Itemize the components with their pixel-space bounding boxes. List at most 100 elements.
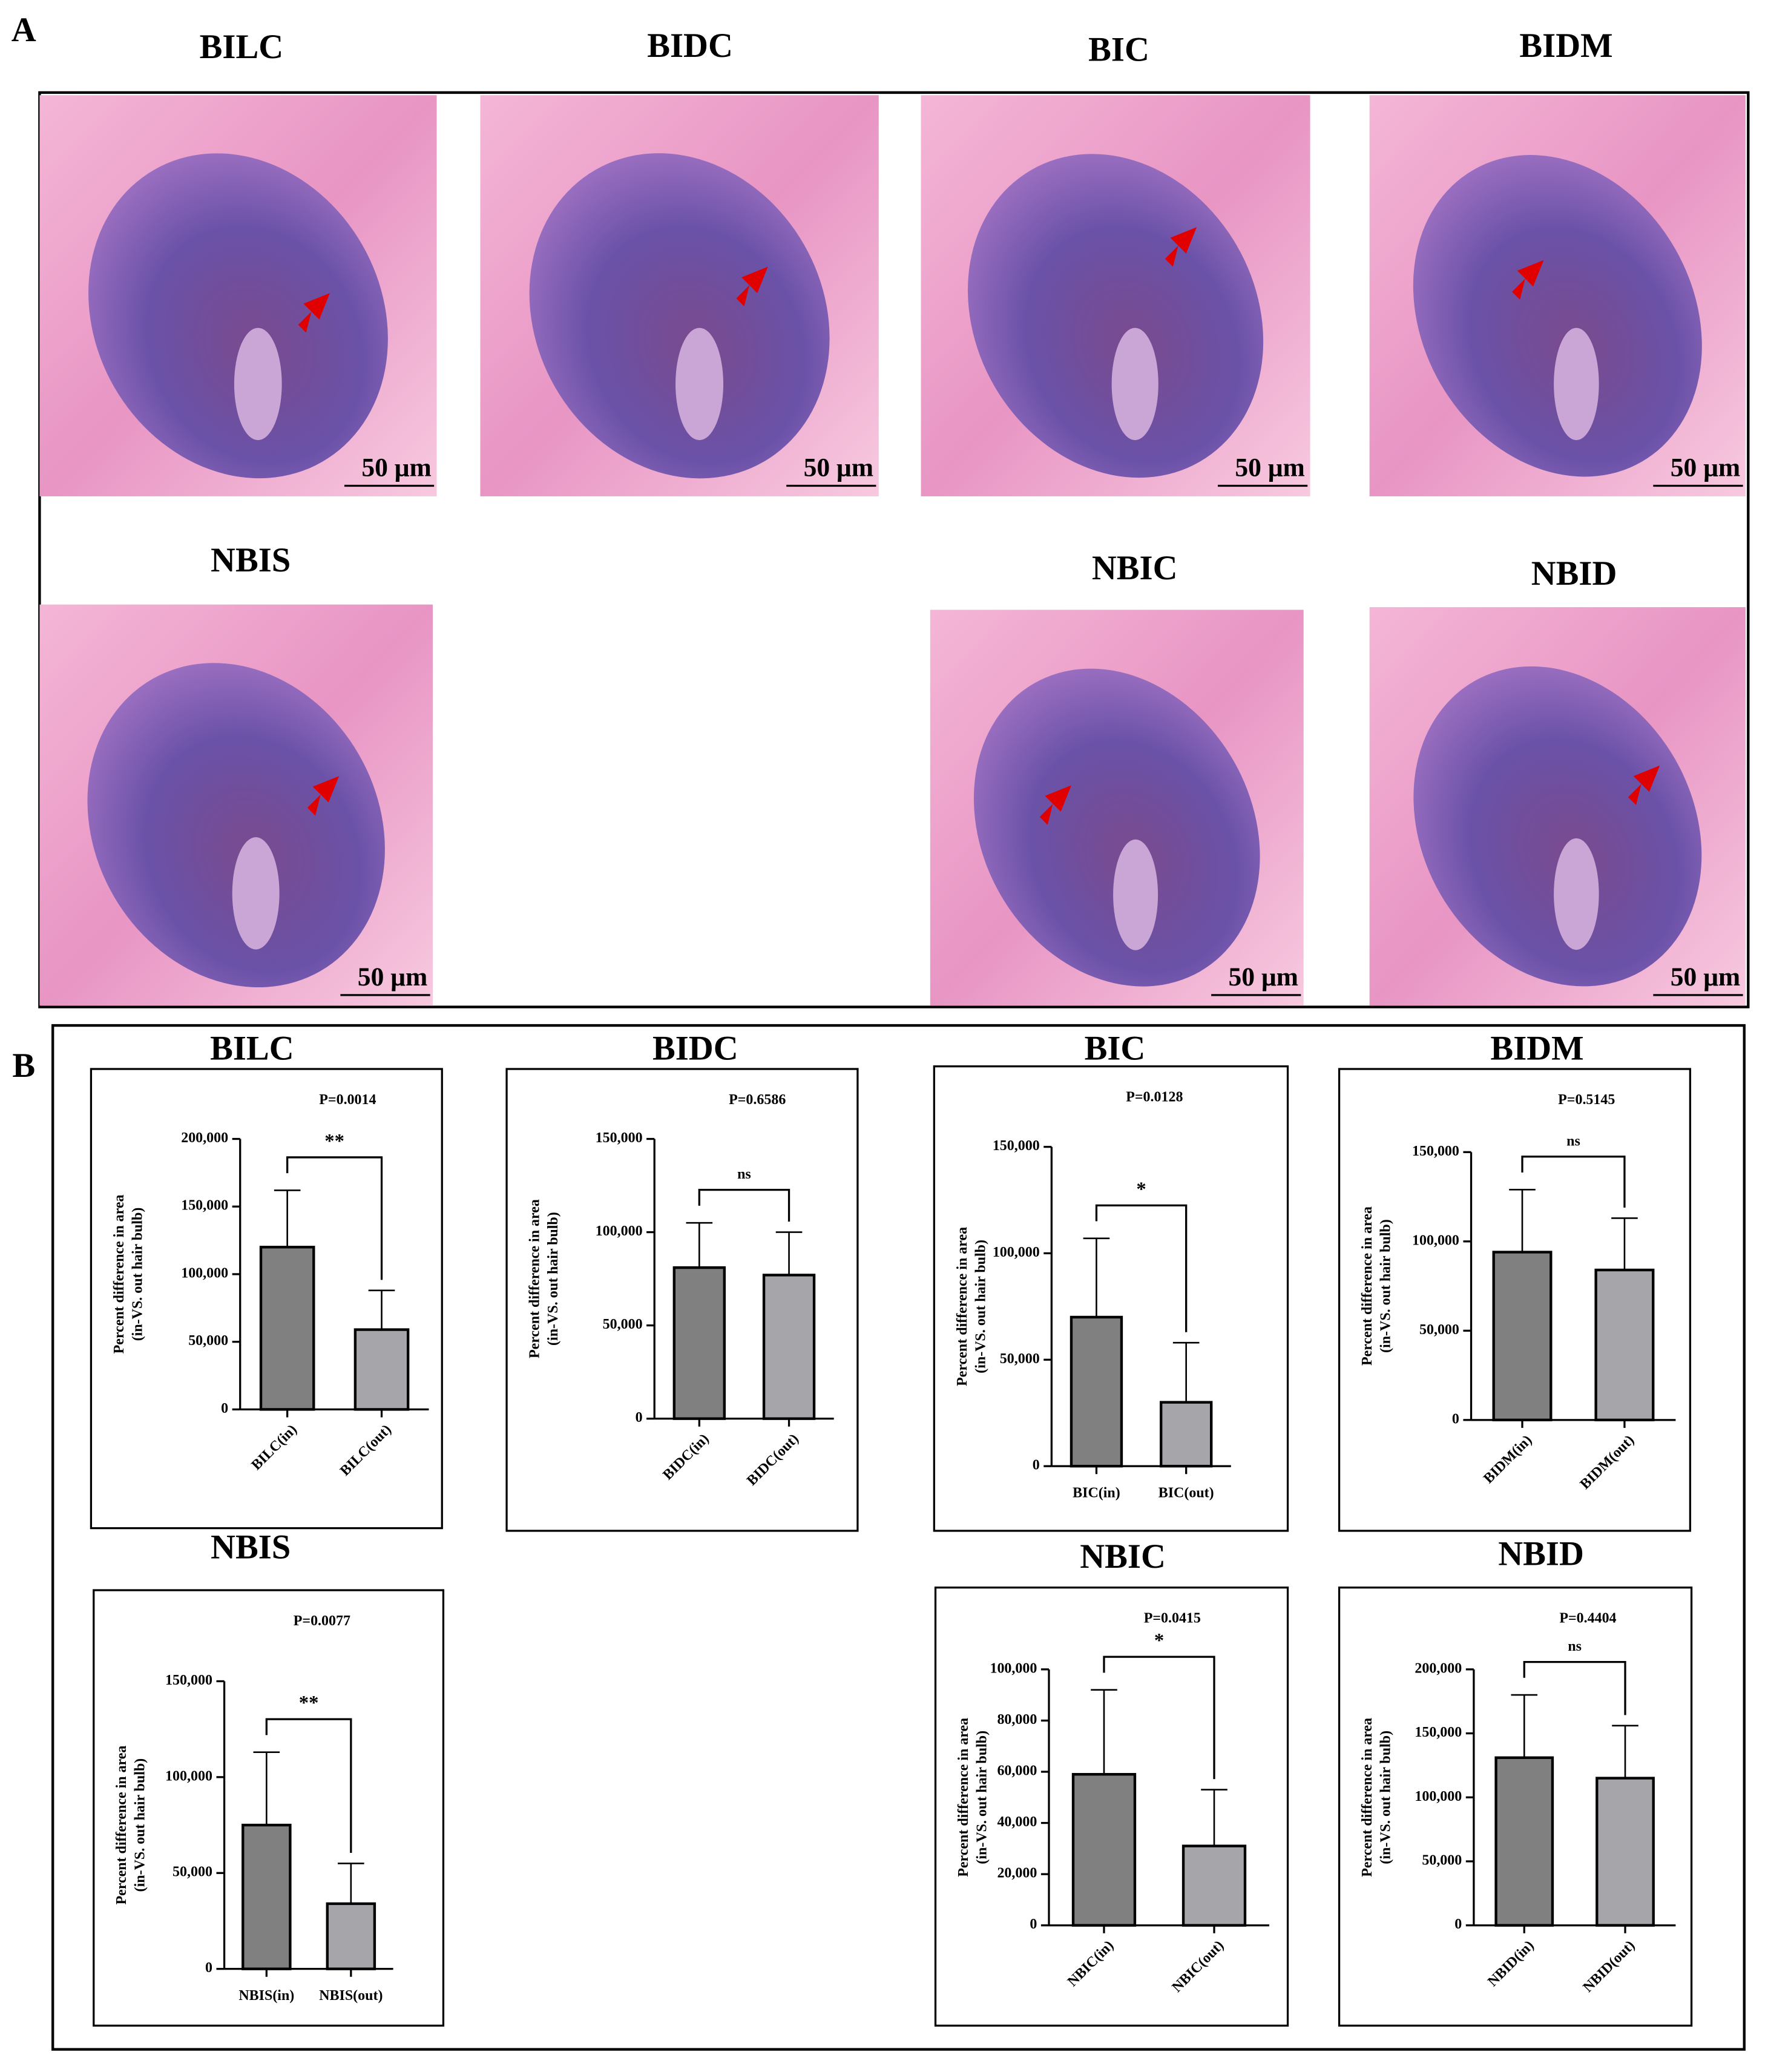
y-tick-label: 200,000 xyxy=(181,1130,228,1146)
bar xyxy=(353,1328,410,1411)
scale-bar-label: 50 μm xyxy=(1228,962,1298,992)
bar xyxy=(1160,1401,1213,1468)
y-axis-label: Percent difference in area xyxy=(111,1195,127,1354)
y-axis-label: Percent difference in area xyxy=(1359,1718,1375,1877)
p-value: P=0.0415 xyxy=(1144,1610,1201,1626)
y-tick-label: 0 xyxy=(1454,1916,1462,1932)
dermal-papilla xyxy=(675,327,724,441)
arrow xyxy=(298,293,330,333)
chart-frame xyxy=(93,1589,445,2027)
p-value: P=0.0128 xyxy=(1126,1089,1183,1105)
significance: ns xyxy=(737,1166,751,1182)
chart-frame xyxy=(1338,1587,1693,2027)
x-tick-label: NBIS(out) xyxy=(319,1988,383,2004)
significance-bracket xyxy=(1103,1656,1215,1780)
dermal-papilla xyxy=(1554,327,1599,441)
y-tick-label: 0 xyxy=(221,1401,228,1416)
y-tick-label: 50,000 xyxy=(1422,1852,1462,1868)
panel-label: A xyxy=(12,12,36,49)
significance: * xyxy=(1154,1630,1164,1652)
significance: ns xyxy=(1568,1639,1582,1654)
p-value: P=0.0014 xyxy=(319,1092,376,1108)
hair-bulb xyxy=(1413,666,1702,987)
bar xyxy=(1181,1844,1247,1927)
chart-title: NBIS xyxy=(211,1529,291,1567)
bar xyxy=(762,1274,816,1420)
significance-bracket xyxy=(1521,1156,1626,1208)
y-axis-label: (in-VS. out hair bulb) xyxy=(974,1731,990,1864)
y-tick-label: 80,000 xyxy=(997,1712,1037,1728)
x-tick-label: BIC(in) xyxy=(1073,1485,1120,1501)
bar xyxy=(1594,1268,1655,1422)
dermal-papilla xyxy=(232,837,280,950)
hair-bulb xyxy=(88,153,388,479)
chart-frame xyxy=(1338,1068,1692,1532)
image-title: NBIS xyxy=(211,542,291,579)
significance: * xyxy=(1136,1179,1146,1200)
significance: ns xyxy=(1566,1133,1580,1149)
y-axis-label: (in-VS. out hair bulb) xyxy=(973,1240,988,1373)
scale-bar-label: 50 μm xyxy=(358,962,427,992)
y-axis-label: Percent difference in area xyxy=(114,1746,130,1905)
y-tick-label: 20,000 xyxy=(997,1866,1037,1881)
y-axis-label: Percent difference in area xyxy=(956,1718,971,1877)
arrow xyxy=(1039,785,1072,825)
y-tick-label: 0 xyxy=(636,1410,643,1426)
scale-bar-label: 50 μm xyxy=(361,453,431,482)
bar xyxy=(326,1902,376,1970)
y-tick-label: 50,000 xyxy=(1419,1322,1459,1338)
chart-title: BIDM xyxy=(1490,1030,1583,1068)
y-axis-label: (in-VS. out hair bulb) xyxy=(1378,1731,1394,1864)
significance: ** xyxy=(324,1130,344,1152)
image-title: BIDC xyxy=(647,27,733,65)
bar xyxy=(259,1246,315,1411)
hair-bulb xyxy=(529,153,830,479)
p-value: P=0.4404 xyxy=(1559,1610,1616,1626)
y-tick-label: 0 xyxy=(205,1960,212,1976)
scale-bar-label: 50 μm xyxy=(1235,453,1304,482)
significance-bracket xyxy=(1523,1660,1626,1715)
y-tick-label: 150,000 xyxy=(1415,1725,1462,1740)
dermal-papilla xyxy=(234,327,282,441)
bar xyxy=(242,1823,292,1970)
chart-frame xyxy=(505,1068,859,1532)
bar xyxy=(1492,1251,1553,1422)
significance-bracket xyxy=(286,1156,383,1280)
x-tick-label: BIC(out) xyxy=(1158,1485,1214,1501)
y-tick-label: 60,000 xyxy=(997,1763,1037,1778)
y-tick-label: 0 xyxy=(1030,1916,1037,1932)
chart-title: BILC xyxy=(210,1030,294,1068)
chart-title: NBID xyxy=(1498,1536,1584,1573)
significance: ** xyxy=(299,1692,319,1714)
scale-bar-label: 50 μm xyxy=(1671,453,1740,482)
image-title: BIDM xyxy=(1519,27,1612,65)
y-tick-label: 100,000 xyxy=(990,1660,1037,1676)
y-tick-label: 50,000 xyxy=(188,1333,228,1349)
chart-title: BIC xyxy=(1085,1030,1146,1068)
y-axis-label: Percent difference in area xyxy=(955,1227,970,1386)
y-tick-label: 50,000 xyxy=(173,1864,212,1880)
panel-label: B xyxy=(12,1047,35,1085)
arrow xyxy=(1628,765,1660,806)
chart-title: NBIC xyxy=(1080,1538,1166,1576)
bar xyxy=(1595,1777,1655,1927)
bar xyxy=(1494,1756,1554,1927)
bar xyxy=(672,1266,726,1420)
arrow xyxy=(736,266,768,307)
hair-bulb xyxy=(1413,155,1702,477)
y-tick-label: 100,000 xyxy=(181,1265,228,1281)
significance-bracket xyxy=(698,1189,790,1222)
arrow xyxy=(307,776,340,816)
y-tick-label: 100,000 xyxy=(1415,1789,1462,1804)
image-title: NBID xyxy=(1531,555,1617,593)
y-axis-label: (in-VS. out hair bulb) xyxy=(133,1758,148,1892)
chart-title: BIDC xyxy=(652,1030,738,1068)
chart-frame xyxy=(90,1068,443,1530)
y-tick-label: 0 xyxy=(1033,1458,1040,1473)
y-tick-label: 150,000 xyxy=(165,1672,212,1688)
y-tick-label: 0 xyxy=(1452,1411,1459,1427)
scale-bar-label: 50 μm xyxy=(1671,962,1740,992)
y-tick-label: 150,000 xyxy=(1412,1143,1459,1159)
y-tick-label: 100,000 xyxy=(993,1245,1040,1260)
